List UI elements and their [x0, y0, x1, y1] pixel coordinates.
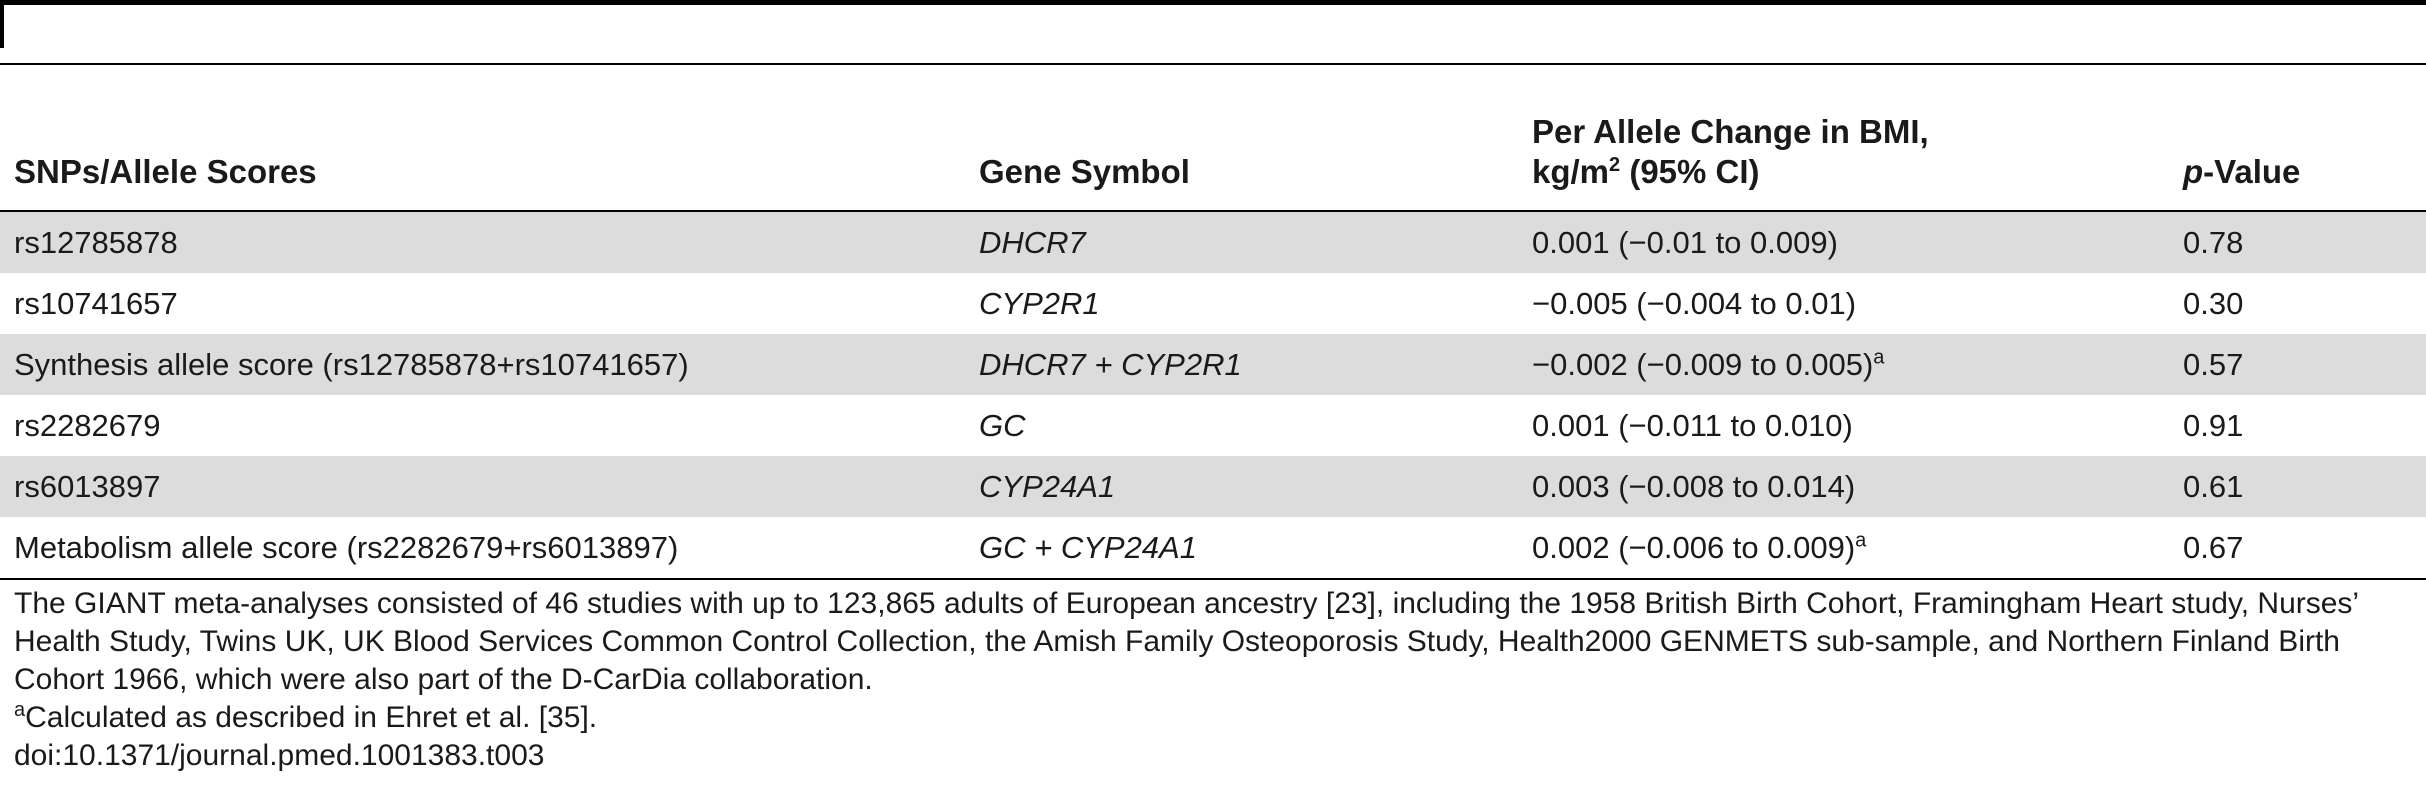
results-table: SNPs/Allele Scores Gene Symbol Per Allel… [0, 63, 2426, 580]
cell-change: 0.003 (−0.008 to 0.014) [1518, 456, 2169, 517]
header-change: Per Allele Change in BMI, kg/m2 (95% CI) [1518, 63, 2169, 212]
footnote-doi: doi:10.1371/journal.pmed.1001383.t003 [14, 739, 545, 772]
cell-gene: DHCR7 [965, 211, 1518, 273]
footnote-a: aCalculated as described in Ehret et al.… [14, 699, 2414, 737]
cell-snp: rs6013897 [0, 456, 965, 517]
header-p-rest: -Value [2203, 153, 2301, 190]
header-change-unit: kg/m [1532, 153, 1610, 190]
cell-change-value: −0.002 (−0.009 to 0.005) [1532, 346, 1874, 382]
table-row: rs10741657 CYP2R1 −0.005 (−0.004 to 0.01… [0, 273, 2426, 334]
table-header-row: SNPs/Allele Scores Gene Symbol Per Allel… [0, 63, 2426, 212]
cell-snp: rs2282679 [14, 407, 161, 443]
cell-pvalue: 0.30 [2183, 285, 2244, 321]
cell-pvalue: 0.57 [2169, 334, 2426, 395]
table-row: Metabolism allele score (rs2282679+rs601… [0, 517, 2426, 580]
cell-snp: Metabolism allele score (rs2282679+rs601… [0, 517, 965, 580]
cell-change: −0.002 (−0.009 to 0.005)a [1518, 334, 2169, 395]
table-row: Synthesis allele score (rs12785878+rs107… [0, 334, 2426, 395]
table-row: rs2282679 GC 0.001 (−0.011 to 0.010) 0.9… [0, 395, 2426, 456]
cell-gene: CYP2R1 [979, 285, 1100, 321]
cell-pvalue: 0.91 [2183, 407, 2244, 443]
header-gene: Gene Symbol [965, 63, 1518, 212]
cell-gene: DHCR7 + CYP2R1 [965, 334, 1518, 395]
table-container: SNPs/Allele Scores Gene Symbol Per Allel… [0, 63, 2426, 580]
cell-change-value: 0.003 (−0.008 to 0.014) [1532, 468, 1856, 504]
header-change-line1: Per Allele Change in BMI, [1532, 113, 1929, 150]
cell-change-value: −0.005 (−0.004 to 0.01) [1532, 285, 1857, 321]
top-rule [0, 0, 2426, 5]
cell-snp: Synthesis allele score (rs12785878+rs107… [0, 334, 965, 395]
cell-change-sup: a [1855, 529, 1867, 552]
cell-change-value: 0.002 (−0.006 to 0.009) [1532, 529, 1856, 565]
footnote-a-mark: a [14, 699, 26, 721]
header-p-italic: p [2183, 153, 2204, 190]
cell-change-sup: a [1873, 346, 1885, 369]
cell-pvalue: 0.67 [2169, 517, 2426, 580]
cell-snp: rs12785878 [0, 211, 965, 273]
footnote-a-text: Calculated as described in Ehret et al. … [25, 701, 598, 734]
cell-gene: GC [979, 407, 1026, 443]
cell-gene: GC + CYP24A1 [965, 517, 1518, 580]
footnote-main: The GIANT meta-analyses consisted of 46 … [14, 587, 2358, 696]
left-rule [0, 0, 4, 48]
header-change-unit-sup: 2 [1609, 154, 1621, 176]
cell-change-value: 0.001 (−0.011 to 0.010) [1532, 407, 1853, 443]
cell-pvalue: 0.61 [2169, 456, 2426, 517]
header-change-ci: (95% CI) [1620, 153, 1760, 190]
cell-gene: CYP24A1 [965, 456, 1518, 517]
table-row: rs6013897 CYP24A1 0.003 (−0.008 to 0.014… [0, 456, 2426, 517]
cell-change: −0.005 (−0.004 to 0.01) [1518, 273, 2169, 334]
cell-change-value: 0.001 (−0.01 to 0.009) [1532, 224, 1838, 260]
cell-change: 0.002 (−0.006 to 0.009)a [1518, 517, 2169, 580]
cell-pvalue: 0.78 [2169, 211, 2426, 273]
cell-change: 0.001 (−0.011 to 0.010) [1518, 395, 2169, 456]
table-footnotes: The GIANT meta-analyses consisted of 46 … [14, 585, 2414, 775]
header-snp: SNPs/Allele Scores [0, 63, 965, 212]
table-row: rs12785878 DHCR7 0.001 (−0.01 to 0.009) … [0, 211, 2426, 273]
cell-snp: rs10741657 [14, 285, 178, 321]
header-pvalue: p-Value [2169, 63, 2426, 212]
cell-change: 0.001 (−0.01 to 0.009) [1518, 211, 2169, 273]
